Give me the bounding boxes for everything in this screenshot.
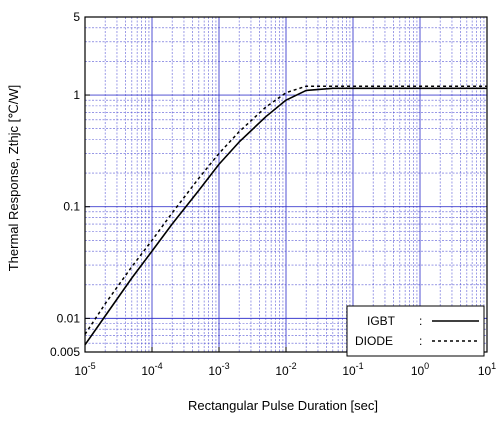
x-axis-label: Rectangular Pulse Duration [sec] (188, 398, 378, 413)
x-tick-label: 10-1 (342, 361, 363, 378)
x-tick-label: 100 (411, 361, 429, 378)
x-tick-label: 10-2 (275, 361, 296, 378)
legend-box (346, 305, 485, 357)
legend-separator-igbt: : (419, 314, 422, 328)
y-tick-label: 1 (73, 88, 80, 102)
legend-label-igbt: IGBT (367, 314, 396, 328)
legend: IGBT : DIODE : (346, 305, 485, 357)
x-tick-label: 101 (478, 361, 496, 378)
y-axis-label: Thermal Response, Zthjc [℃/W] (6, 85, 21, 272)
x-tick-label: 10-5 (74, 361, 95, 378)
series-line-igbt (84, 87, 487, 346)
x-tick-label: 10-4 (141, 361, 162, 378)
y-tick-labels: 0.005 0.01 0.1 1 5 (50, 10, 80, 359)
y-tick-label: 0.1 (63, 200, 80, 214)
grid-lines (85, 17, 487, 352)
legend-label-diode: DIODE (355, 334, 393, 348)
x-tick-labels: 10-5 10-4 10-3 10-2 10-1 100 101 (74, 361, 496, 378)
x-tick-label: 10-3 (208, 361, 229, 378)
series-line-diode (84, 85, 487, 335)
legend-separator-diode: : (419, 334, 422, 348)
y-tick-label: 0.005 (50, 345, 80, 359)
y-tick-label: 5 (73, 10, 80, 24)
series-layer (84, 85, 487, 346)
y-tick-label: 0.01 (57, 311, 81, 325)
